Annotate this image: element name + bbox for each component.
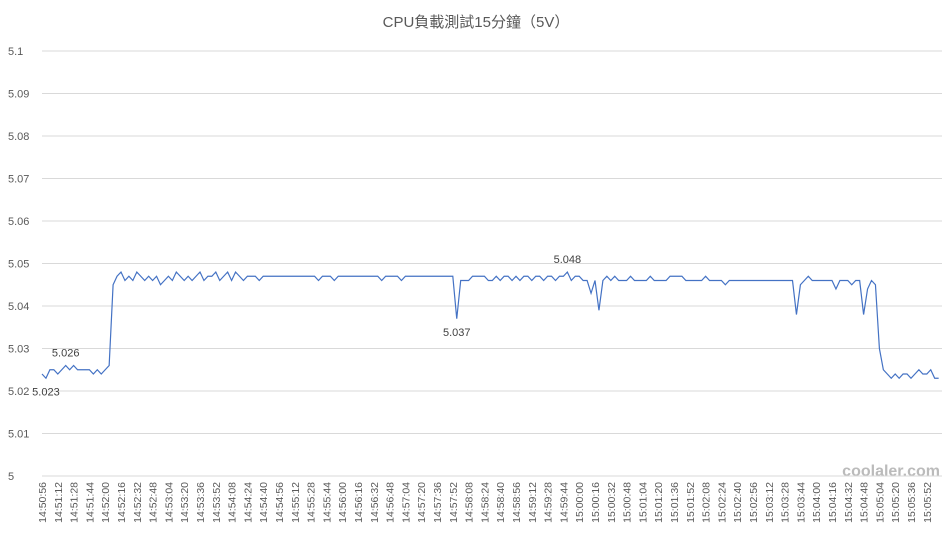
x-tick-label: 14:52:16 [116, 482, 128, 523]
data-label: 5.023 [32, 386, 60, 398]
x-tick-label: 15:01:20 [653, 482, 665, 523]
x-tick-label: 15:02:56 [748, 482, 760, 523]
x-tick-label: 14:51:44 [84, 482, 96, 523]
x-tick-label: 14:53:04 [163, 482, 175, 523]
x-tick-label: 14:55:44 [321, 482, 333, 523]
x-tick-label: 14:55:28 [306, 482, 318, 523]
x-tick-label: 14:54:56 [274, 482, 286, 523]
x-tick-label: 14:56:16 [353, 482, 365, 523]
x-tick-label: 14:55:12 [290, 482, 302, 523]
y-tick-label: 5.08 [8, 131, 29, 143]
x-tick-label: 14:52:32 [132, 482, 144, 523]
y-tick-label: 5.03 [8, 344, 29, 356]
x-tick-label: 15:04:16 [827, 482, 839, 523]
x-tick-label: 15:00:32 [606, 482, 618, 523]
y-tick-label: 5.01 [8, 429, 29, 441]
y-tick-label: 5.07 [8, 174, 29, 186]
x-tick-label: 15:00:00 [574, 482, 586, 523]
x-tick-label: 14:59:12 [527, 482, 539, 523]
x-tick-label: 14:54:24 [242, 482, 254, 523]
data-label: 5.037 [443, 327, 471, 339]
x-tick-label: 15:05:04 [874, 482, 886, 523]
x-tick-label: 14:57:36 [432, 482, 444, 523]
x-tick-label: 15:02:08 [701, 482, 713, 523]
x-tick-label: 14:53:20 [179, 482, 191, 523]
chart-title: CPU負載測試15分鐘（5V） [383, 14, 570, 31]
x-tick-label: 15:04:48 [859, 482, 871, 523]
data-label: 5.026 [52, 348, 80, 360]
x-tick-label: 14:56:32 [369, 482, 381, 523]
x-tick-label: 15:05:36 [906, 482, 918, 523]
x-tick-label: 14:57:04 [400, 482, 412, 523]
x-tick-label: 15:00:16 [590, 482, 602, 523]
x-tick-label: 15:05:52 [922, 482, 934, 523]
y-tick-label: 5.09 [8, 89, 29, 101]
x-tick-label: 14:52:48 [148, 482, 160, 523]
x-tick-label: 14:57:20 [416, 482, 428, 523]
y-tick-label: 5.02 [8, 386, 29, 398]
x-tick-label: 14:58:56 [511, 482, 523, 523]
x-tick-label: 14:51:12 [53, 482, 65, 523]
x-tick-label: 14:56:48 [385, 482, 397, 523]
y-tick-label: 5.05 [8, 259, 29, 271]
x-tick-label: 15:02:24 [716, 482, 728, 523]
x-tick-label: 15:03:28 [780, 482, 792, 523]
x-tick-label: 15:01:04 [637, 482, 649, 523]
data-label: 5.048 [554, 254, 582, 266]
data-line [41, 270, 939, 380]
y-tick-label: 5.06 [8, 216, 29, 228]
x-tick-label: 15:04:00 [811, 482, 823, 523]
x-tick-label: 15:01:36 [669, 482, 681, 523]
x-tick-label: 15:03:12 [764, 482, 776, 523]
watermark: coolaler.com [842, 463, 940, 480]
x-tick-label: 15:00:48 [622, 482, 634, 523]
x-tick-label: 14:58:24 [479, 482, 491, 523]
x-tick-label: 14:58:08 [464, 482, 476, 523]
y-tick-label: 5.1 [8, 46, 23, 58]
x-tick-label: 15:01:52 [685, 482, 697, 523]
x-tick-label: 15:03:44 [795, 482, 807, 523]
x-tick-label: 15:05:20 [890, 482, 902, 523]
x-tick-label: 14:58:40 [495, 482, 507, 523]
x-tick-label: 14:59:28 [543, 482, 555, 523]
x-tick-label: 15:02:40 [732, 482, 744, 523]
x-tick-label: 14:52:00 [100, 482, 112, 523]
x-tick-label: 14:59:44 [558, 482, 570, 523]
x-tick-label: 14:56:00 [337, 482, 349, 523]
x-tick-label: 15:04:32 [843, 482, 855, 523]
x-tick-label: 14:51:28 [69, 482, 81, 523]
x-tick-label: 14:50:56 [37, 482, 49, 523]
x-tick-label: 14:57:52 [448, 482, 460, 523]
x-tick-label: 14:54:08 [227, 482, 239, 523]
y-tick-label: 5.04 [8, 301, 29, 313]
y-tick-label: 5 [8, 471, 14, 483]
x-tick-label: 14:54:40 [258, 482, 270, 523]
x-tick-label: 14:53:36 [195, 482, 207, 523]
x-tick-label: 14:53:52 [211, 482, 223, 523]
